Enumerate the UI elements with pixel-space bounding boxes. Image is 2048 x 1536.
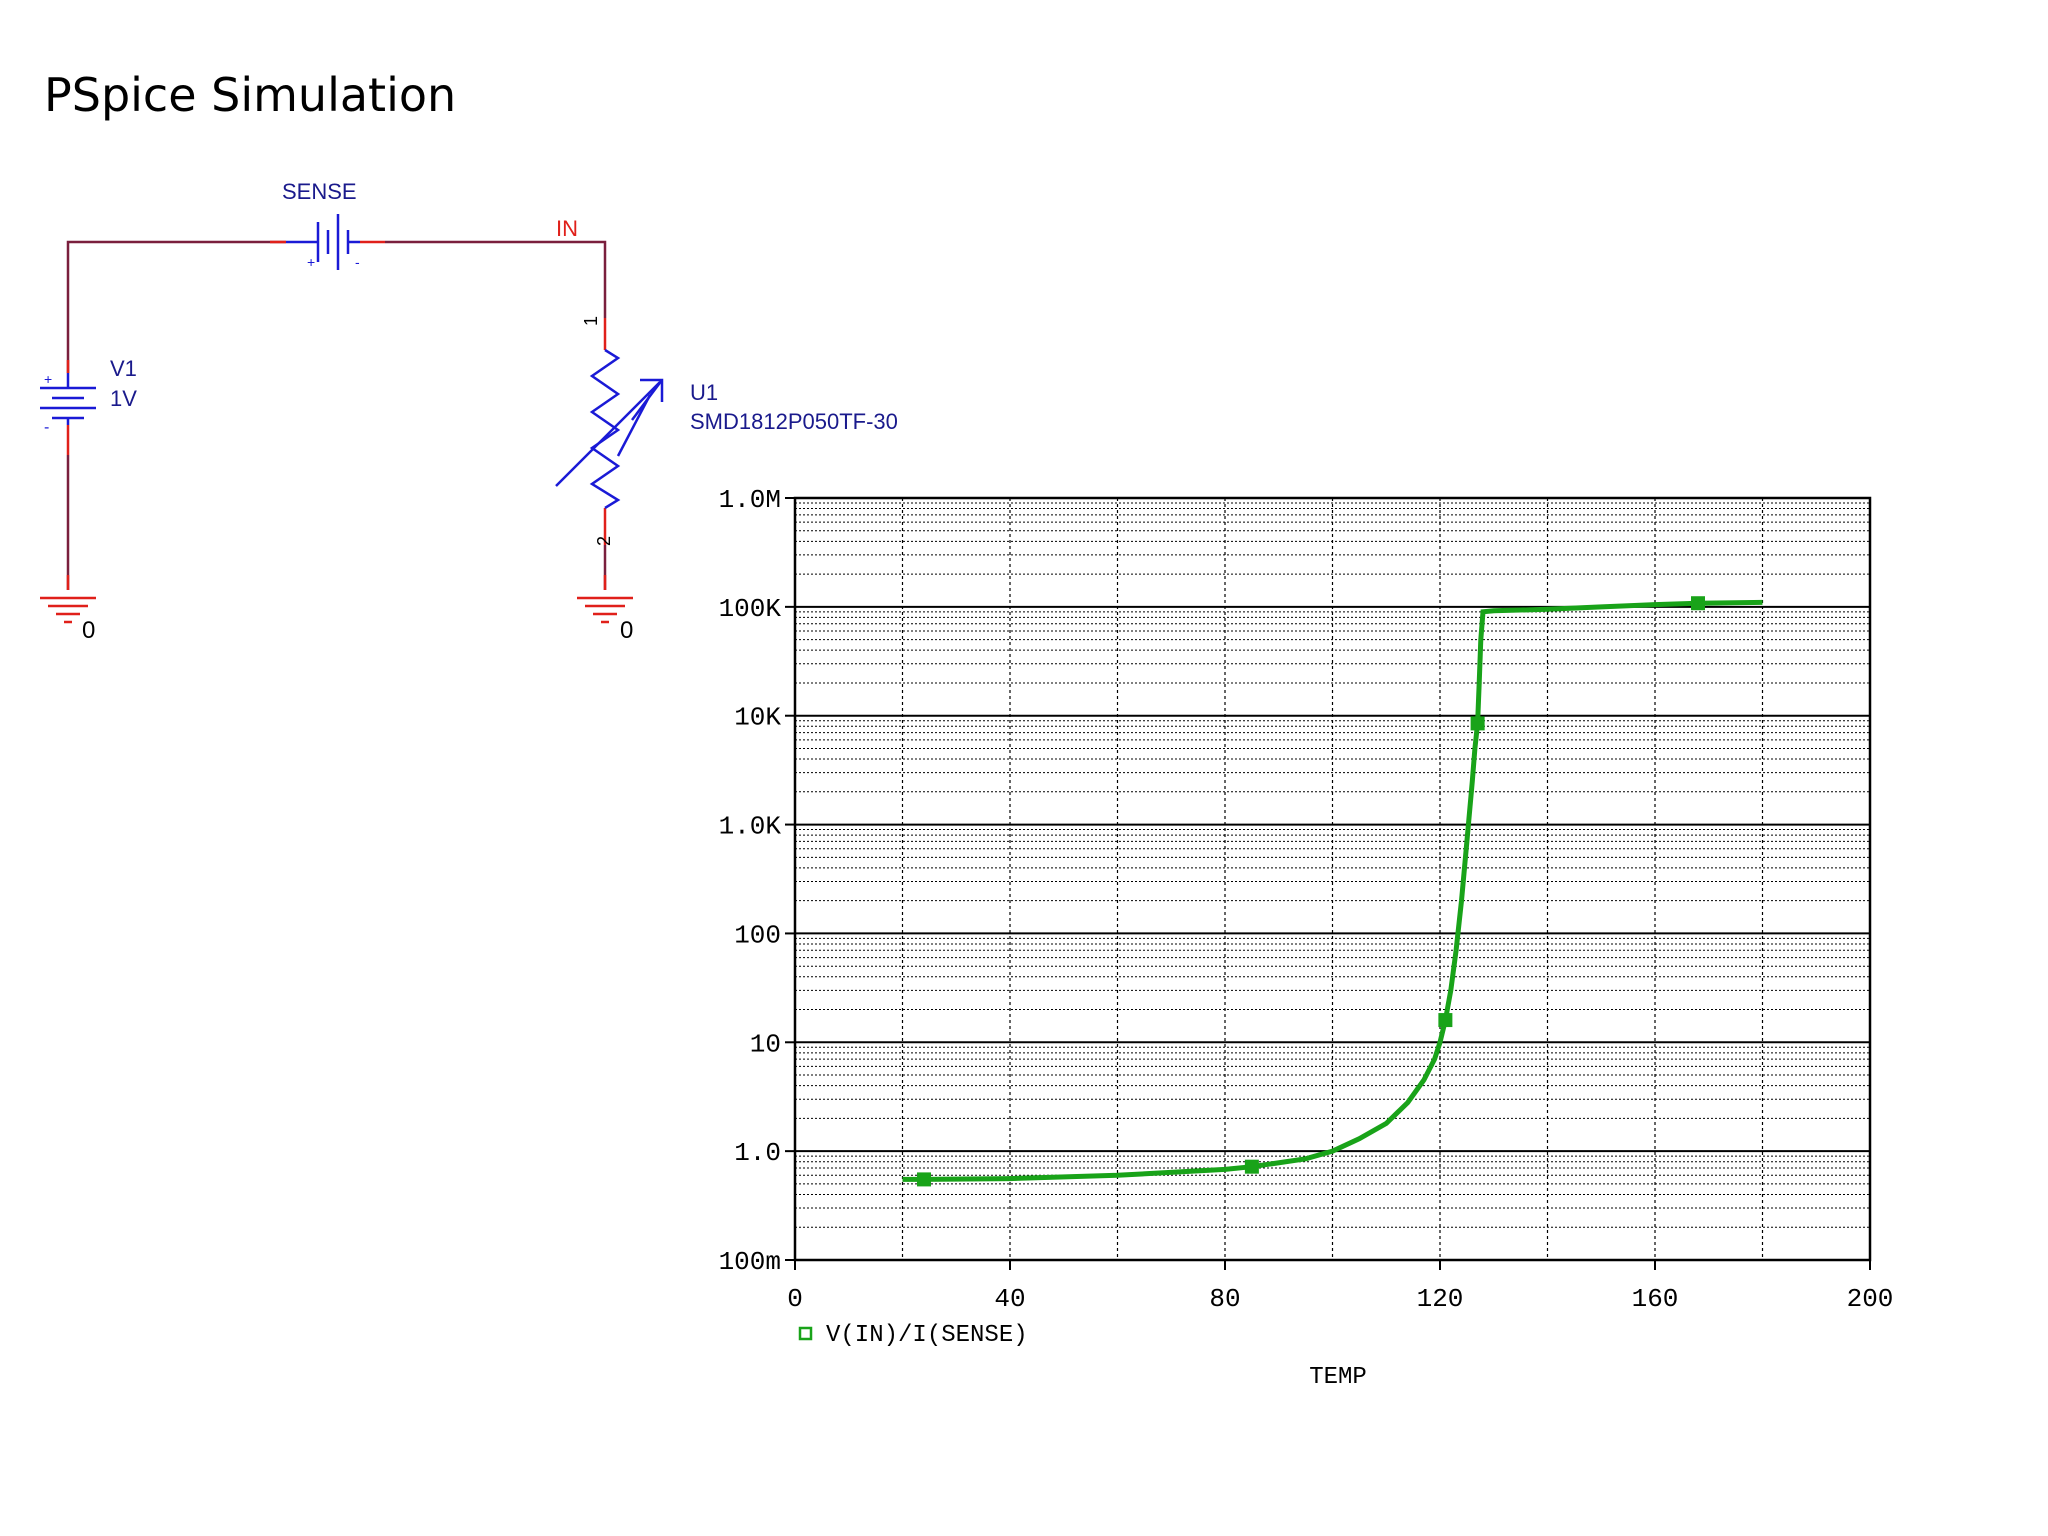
x-axis-label: TEMP [1309,1364,1367,1391]
wires [66,240,607,590]
x-tick-label: 40 [994,1284,1025,1314]
sense-label: SENSE [282,179,357,204]
x-tick-label: 0 [787,1284,803,1314]
x-tick-label: 120 [1417,1284,1464,1314]
sense-plus: + [307,254,315,270]
x-tick-label: 200 [1847,1284,1894,1314]
ground-right-symbol [577,596,633,624]
y-tick-label: 100 [734,920,781,950]
v1-name: V1 [110,356,137,381]
ground-left-symbol [40,596,96,624]
series-marker [917,1172,931,1187]
v1-value: 1V [110,386,137,411]
y-tick-label: 1.0K [719,812,782,842]
y-tick-label: 1.0 [734,1138,781,1168]
v1-source-symbol [40,373,96,425]
legend-marker [798,1326,813,1341]
ground-right-label: 0 [620,617,633,644]
y-tick-label: 1.0M [719,485,781,515]
u1-ptc-symbol [555,348,664,510]
v1-minus: - [44,419,49,436]
series-marker [1470,716,1485,731]
v1-plus: + [44,371,52,387]
circuit-schematic: + - SENSE IN + - V1 1V 1 2 U1 SMD1812P05… [40,179,898,644]
x-axis-ticks: 0 40 80 120 160 200 [787,1260,1893,1314]
series-marker [1244,1159,1259,1174]
y-tick-label: 100m [719,1247,781,1277]
u1-pin1-label: 1 [581,316,601,326]
u1-pin2-label: 2 [594,536,614,546]
sense-minus: - [355,254,360,270]
x-tick-label: 80 [1209,1284,1240,1314]
plot-frame [793,496,1872,1262]
top-wire-left [66,240,286,373]
net-in-label: IN [556,216,578,241]
y-tick-label: 10K [734,703,781,733]
slide-title: PSpice Simulation [44,68,457,122]
ground-left-label: 0 [82,617,95,644]
u1-part: SMD1812P050TF-30 [690,409,898,434]
series-markers [917,596,1705,1187]
series-marker [1691,596,1705,611]
y-axis-ticks: 100m 1.0 10 100 1.0K 10K 100K 1.0M [719,485,795,1277]
series-marker [1438,1013,1453,1028]
u1-name: U1 [690,380,718,405]
top-wire-right [385,240,607,318]
sense-source-symbol [286,214,360,270]
y-tick-label: 100K [719,594,782,624]
y-tick-label: 10 [750,1029,781,1059]
minor-grid [795,498,1870,1260]
pin-stubs [66,240,607,590]
x-tick-label: 160 [1632,1284,1679,1314]
legend-label: V(IN)/I(SENSE) [826,1322,1028,1349]
